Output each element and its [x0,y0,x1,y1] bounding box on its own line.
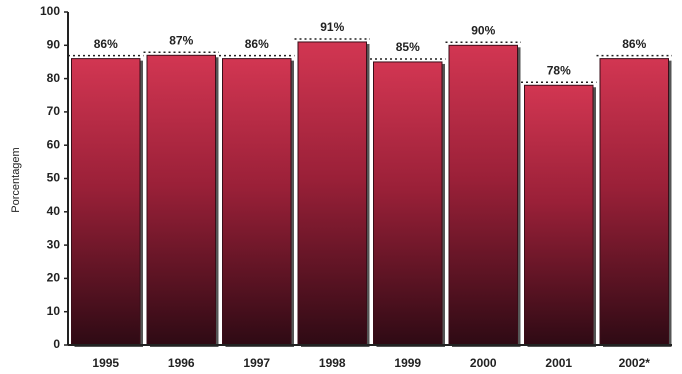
y-tick-label: 10 [47,304,61,318]
y-tick-label: 20 [47,271,61,285]
x-tick-label: 1997 [243,356,270,370]
value-label: 91% [320,20,344,34]
x-tick-label: 2001 [545,356,572,370]
x-tick-label: 1998 [319,356,346,370]
y-tick-label: 30 [47,237,61,251]
y-tick-label: 90 [47,37,61,51]
bar [71,58,141,346]
x-tick-label: 1996 [168,356,195,370]
x-tick-label: 2000 [470,356,497,370]
bar [524,84,594,346]
x-tick-label: 1995 [92,356,119,370]
bar [373,61,443,346]
bar [448,44,518,346]
y-tick-label: 70 [47,104,61,118]
y-tick-label: 40 [47,204,61,218]
value-label: 78% [547,63,571,77]
bar [146,54,216,346]
x-tick-label: 1999 [394,356,421,370]
y-tick-label: 50 [47,171,61,185]
y-axis-label: Porcentagem [10,147,22,212]
value-label: 86% [622,37,646,51]
value-label: 85% [396,40,420,54]
value-label: 86% [245,37,269,51]
bar [599,58,669,346]
y-tick-label: 60 [47,137,61,151]
bar [222,58,292,346]
y-tick-label: 80 [47,71,61,85]
value-label: 87% [169,33,193,47]
y-tick-label: 100 [40,4,60,18]
y-tick-label: 0 [53,337,60,351]
value-label: 90% [471,23,495,37]
value-label: 86% [94,37,118,51]
bar [297,41,367,346]
x-tick-label: 2002* [619,356,651,370]
